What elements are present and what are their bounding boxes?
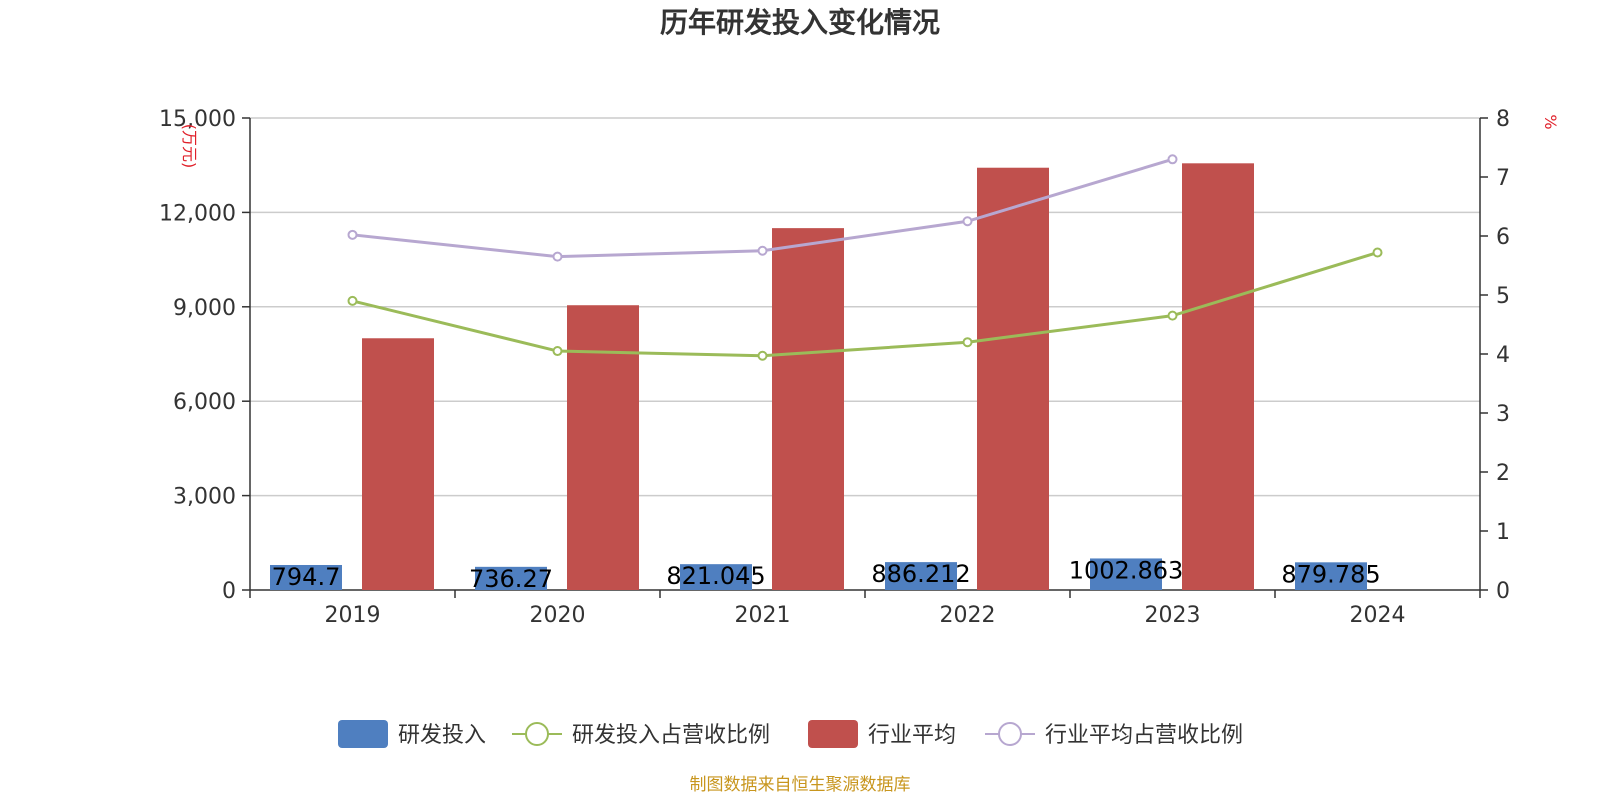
chart-title: 历年研发投入变化情况	[660, 6, 940, 39]
x-tick-label: 2021	[735, 603, 791, 628]
series-point	[1372, 247, 1383, 258]
x-tick-label: 2022	[940, 603, 996, 628]
y-right-tick-label: 2	[1496, 461, 1510, 486]
bar-industry	[977, 167, 1049, 590]
y-right-unit: %	[1541, 114, 1560, 129]
series-point	[552, 346, 563, 357]
y-left-unit: (万元)	[180, 124, 199, 169]
y-right-tick-label: 5	[1496, 284, 1510, 309]
y-right-tick-label: 7	[1496, 166, 1510, 191]
bar-data-label: 1002.863	[1069, 556, 1184, 584]
series-point	[962, 337, 973, 348]
y-right-tick-label: 3	[1496, 402, 1510, 427]
x-tick-label: 2020	[530, 603, 586, 628]
series-point	[757, 245, 768, 256]
x-tick-label: 2019	[325, 603, 381, 628]
legend-swatch-bar	[338, 720, 388, 748]
legend-label: 行业平均	[868, 723, 956, 748]
x-tick-label: 2024	[1350, 603, 1406, 628]
series-point	[1167, 154, 1178, 165]
grid-lines	[250, 117, 1480, 497]
series-line	[352, 157, 1173, 259]
series-point	[347, 229, 358, 240]
bar-rd	[1295, 562, 1367, 590]
series-point	[757, 350, 768, 361]
bar-rd	[475, 566, 547, 590]
legend-label: 研发投入占营收比例	[572, 723, 770, 748]
bar-rd	[680, 564, 752, 590]
series-point	[347, 295, 358, 306]
bar-data-label: 794.7	[272, 563, 341, 591]
legend-swatch-marker	[998, 722, 1022, 746]
y-right-tick-label: 4	[1496, 343, 1510, 368]
legend-swatch-bar	[808, 720, 858, 748]
bar-industry	[1182, 163, 1254, 590]
y-right-tick-label: 8	[1496, 107, 1510, 132]
lines	[347, 154, 1383, 361]
bar-data-label: 821.045	[666, 562, 765, 590]
bar-industry	[362, 338, 434, 590]
legend-swatch-marker	[525, 722, 549, 746]
bar-rd	[885, 562, 957, 590]
bar-rd	[1090, 558, 1162, 590]
y-right-tick-label: 6	[1496, 225, 1510, 250]
y-left-tick-label: 12,000	[159, 201, 236, 226]
y-right-tick-label: 1	[1496, 520, 1510, 545]
y-left-tick-label: 0	[222, 579, 236, 604]
legend-label: 行业平均占营收比例	[1045, 723, 1243, 748]
bar-data-label: 879.785	[1281, 560, 1380, 588]
y-left-tick-label: 3,000	[173, 485, 236, 510]
y-left-tick-label: 6,000	[173, 390, 236, 415]
bar-data-label: 886.212	[871, 560, 970, 588]
axes: 0 3,000 6,000 9,000 12,000 15,000 0 1 2 3 4 5 6 7 8 (万元…	[159, 107, 1560, 628]
legend-label: 研发投入	[398, 723, 486, 748]
y-right-tick-label: 0	[1496, 579, 1510, 604]
series-point	[552, 251, 563, 262]
bar-rd	[270, 564, 342, 590]
x-tick-label: 2023	[1145, 603, 1201, 628]
y-left-tick-label: 15,000	[159, 107, 236, 132]
bar-industry	[567, 305, 639, 590]
bar-industry	[772, 228, 844, 590]
bars	[270, 163, 1367, 590]
data-labels: 794.7 736.27 821.045 886.212 1002.863 879.785	[272, 556, 1381, 592]
series-point	[962, 216, 973, 227]
y-left-tick-label: 9,000	[173, 296, 236, 321]
bar-data-label: 736.27	[469, 565, 553, 593]
legend: 研发投入 研发投入占营收比例 行业平均 行业平均占营收比例	[338, 720, 1243, 748]
source-note: 制图数据来自恒生聚源数据库	[690, 775, 911, 795]
series-line	[352, 251, 1378, 358]
series-point	[1167, 310, 1178, 321]
